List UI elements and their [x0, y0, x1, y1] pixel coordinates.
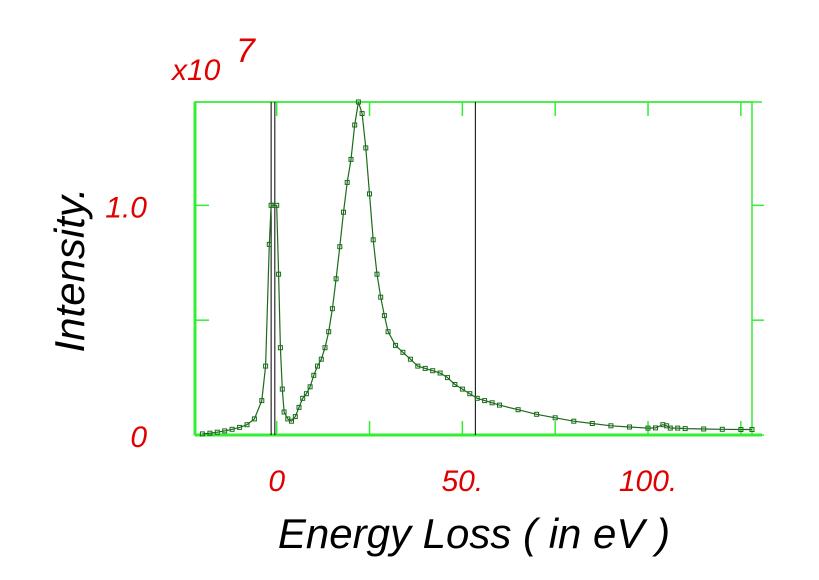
data-point — [341, 209, 346, 215]
data-point — [277, 345, 283, 351]
data-point — [719, 426, 725, 432]
data-point — [682, 426, 688, 432]
data-point — [289, 418, 294, 424]
data-point — [274, 202, 280, 208]
tick-labels: 0 50. 100. 0 1.0 — [105, 191, 677, 498]
data-point — [326, 329, 332, 335]
data-point — [459, 386, 465, 392]
data-point — [237, 424, 243, 430]
data-point — [381, 313, 387, 319]
data-point — [474, 395, 480, 401]
data-point — [627, 424, 632, 430]
y-axis-title: Intensity. — [46, 188, 93, 353]
data-point — [701, 426, 707, 432]
y-tick-label: 0 — [130, 421, 147, 454]
data-point — [675, 425, 681, 431]
data-point — [303, 391, 309, 397]
data-point — [344, 179, 350, 185]
data-point — [222, 428, 228, 434]
data-point — [229, 426, 235, 432]
data-point — [393, 342, 398, 348]
data-point — [400, 349, 406, 355]
data-point — [329, 306, 335, 312]
data-point — [378, 294, 384, 300]
data-point — [259, 398, 265, 404]
x-tick-label: 100. — [619, 465, 677, 498]
data-point — [374, 271, 380, 277]
data-point — [318, 356, 324, 362]
data-point — [385, 329, 391, 335]
data-point — [430, 368, 436, 374]
data-point — [422, 365, 428, 371]
data-point — [608, 423, 614, 429]
data-point — [515, 407, 521, 413]
data-point — [467, 391, 473, 397]
data-point — [311, 372, 317, 378]
data-point — [359, 111, 365, 116]
data-point — [292, 414, 298, 420]
x-tick-label: 50. — [442, 465, 484, 498]
data-point — [367, 191, 372, 197]
data-point — [355, 99, 361, 105]
data-point — [300, 395, 306, 401]
data-point — [266, 241, 272, 247]
y-multiplier-exponent: 7 — [236, 32, 256, 70]
data-point — [307, 384, 313, 390]
data-point — [244, 422, 250, 428]
data-point — [276, 271, 282, 277]
data-point — [437, 370, 443, 376]
data-point — [653, 425, 658, 431]
data-point — [279, 386, 285, 392]
data-point — [207, 430, 213, 436]
data-point — [534, 411, 540, 417]
data-point — [749, 427, 755, 432]
data-point — [552, 415, 558, 421]
y-tick-label: 1.0 — [105, 191, 147, 224]
data-point — [482, 398, 488, 404]
data-point — [738, 427, 744, 432]
plot-frame — [193, 101, 762, 437]
data-point — [251, 416, 257, 422]
data-point — [352, 122, 358, 128]
data-point — [348, 156, 354, 162]
data-point — [322, 345, 328, 351]
data-point — [199, 431, 205, 437]
data-point — [645, 425, 651, 431]
data-point — [407, 356, 413, 362]
data-point — [489, 400, 495, 406]
data-point — [667, 425, 673, 431]
data-point — [497, 402, 502, 408]
data-point — [333, 276, 339, 282]
series-layer — [199, 99, 755, 437]
data-point — [337, 244, 343, 250]
data-point — [415, 363, 421, 369]
data-point — [452, 382, 458, 387]
data-point — [315, 363, 320, 369]
data-point — [281, 409, 287, 415]
data-point — [214, 429, 220, 435]
data-point — [370, 237, 376, 243]
x-axis-title: Energy Loss ( in eV ) — [278, 510, 670, 557]
vertical-markers — [270, 102, 476, 435]
data-point — [263, 363, 269, 369]
x-tick-label: 0 — [268, 465, 285, 498]
data-point — [296, 404, 302, 410]
y-multiplier-base: x10 — [170, 54, 221, 87]
data-point — [589, 421, 595, 426]
series-line — [202, 101, 752, 435]
data-point — [363, 145, 369, 151]
data-point — [445, 375, 450, 381]
axis-ticks — [195, 102, 764, 436]
data-point — [571, 418, 577, 424]
